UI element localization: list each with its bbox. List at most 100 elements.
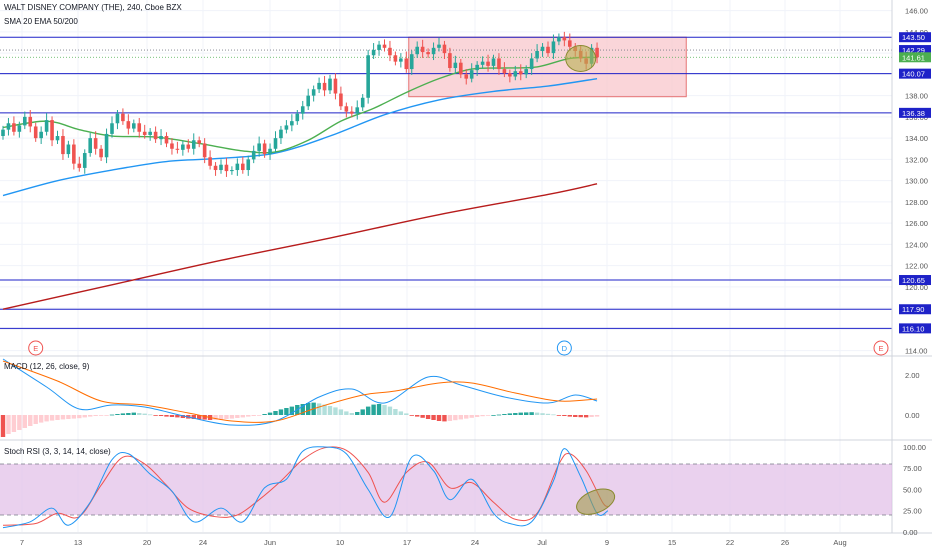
- candle-body: [39, 131, 43, 139]
- macd-histogram-bar: [518, 412, 523, 415]
- macd-histogram-bar: [98, 415, 104, 416]
- macd-histogram-bar: [529, 412, 534, 415]
- macd-histogram-bar: [17, 415, 22, 430]
- macd-histogram-bar: [453, 415, 458, 421]
- macd-signal-line: [2, 360, 598, 423]
- macd-histogram-bar: [589, 415, 594, 417]
- price-tag: [899, 32, 931, 43]
- candle-body: [164, 136, 169, 144]
- candle-body: [355, 107, 360, 114]
- x-tick-label: 15: [668, 538, 676, 547]
- macd-histogram-bar: [251, 415, 256, 416]
- candle-body: [246, 159, 251, 171]
- macd-histogram-bar: [578, 415, 583, 418]
- stoch-tick-label: 50.00: [903, 485, 922, 494]
- candle-body: [33, 126, 38, 139]
- macd-histogram-bar: [88, 415, 93, 417]
- candle-body: [1, 129, 5, 137]
- macd-histogram-bar: [213, 415, 218, 420]
- stoch-tick-label: 25.00: [903, 507, 922, 516]
- candle-body: [480, 61, 485, 65]
- candle-body: [459, 62, 463, 75]
- macd-histogram-bar: [300, 404, 305, 415]
- macd-histogram-bar: [164, 415, 169, 417]
- macd-histogram-bar: [278, 409, 284, 415]
- earnings-label: E: [878, 344, 883, 353]
- candle-body: [437, 44, 441, 48]
- candle-body: [535, 51, 539, 59]
- candle-body: [524, 69, 528, 75]
- candle-body: [366, 55, 370, 98]
- macd-histogram-bar: [169, 415, 175, 417]
- macd-histogram-bar: [137, 413, 142, 415]
- candle-body: [415, 46, 419, 55]
- macd-histogram-bar: [11, 415, 17, 432]
- x-tick-label: 7: [20, 538, 24, 547]
- candle-body: [170, 143, 174, 149]
- macd-histogram-bar: [44, 415, 49, 422]
- candle-body: [448, 53, 452, 69]
- macd-histogram-bar: [256, 415, 262, 416]
- candle-body: [12, 123, 16, 132]
- candle-body: [6, 123, 11, 130]
- candle-body: [306, 95, 310, 107]
- macd-histogram-bar: [573, 415, 578, 417]
- candle-body: [551, 41, 556, 54]
- candle-body: [420, 46, 425, 53]
- macd-histogram-bar: [28, 415, 33, 426]
- x-tick-label: Jun: [264, 538, 276, 547]
- candle-body: [219, 164, 223, 171]
- candle-body: [142, 131, 147, 135]
- macd-histogram-bar: [333, 407, 338, 415]
- macd-histogram-bar: [567, 415, 572, 417]
- candle-body: [393, 55, 398, 62]
- x-tick-label: 22: [726, 538, 734, 547]
- macd-histogram-bar: [404, 413, 409, 415]
- price-tag-label: 120.65: [902, 276, 925, 285]
- macd-histogram-bar: [425, 415, 431, 419]
- macd-histogram-bar: [273, 411, 278, 415]
- price-tick-label: 146.00: [905, 7, 928, 16]
- macd-histogram-bar: [344, 411, 349, 415]
- candle-body: [371, 49, 376, 56]
- candle-body: [126, 121, 131, 129]
- candle-body: [290, 121, 294, 126]
- candle-body: [251, 150, 256, 160]
- macd-histogram-bar: [55, 415, 60, 420]
- candle-body: [191, 140, 196, 149]
- candle-body: [486, 61, 490, 66]
- macd-histogram-bar: [109, 414, 115, 416]
- candle-body: [208, 157, 212, 166]
- price-tick-label: 122.00: [905, 262, 928, 271]
- macd-histogram-bar: [202, 415, 207, 420]
- candle-body: [469, 70, 474, 79]
- macd-histogram-bar: [246, 415, 251, 417]
- candle-body: [28, 116, 33, 127]
- x-tick-label: 17: [403, 538, 411, 547]
- dividend-label: D: [562, 344, 568, 353]
- candle-body: [213, 165, 218, 171]
- macd-histogram-bar: [60, 415, 66, 420]
- price-tick-label: 132.00: [905, 155, 928, 164]
- candle-body: [540, 46, 545, 52]
- candle-body: [66, 144, 71, 155]
- candle-body: [77, 163, 82, 168]
- candle-body: [295, 113, 300, 122]
- candle-body: [241, 163, 245, 171]
- price-tick-label: 114.00: [905, 347, 927, 356]
- price-tag-label: 140.07: [902, 70, 925, 79]
- macd-histogram-bar: [393, 409, 398, 415]
- candle-body: [50, 120, 54, 141]
- candle-body: [322, 82, 327, 91]
- macd-histogram-bar: [191, 415, 196, 419]
- macd-histogram-bar: [38, 415, 44, 423]
- candles: [1, 31, 599, 177]
- candle-body: [104, 133, 109, 158]
- macd-histogram-bar: [131, 412, 136, 415]
- macd-histogram-bar: [158, 415, 164, 416]
- candle-body: [388, 47, 392, 56]
- macd-histogram-bar: [66, 415, 71, 419]
- stoch-highlight-ellipse: [576, 488, 616, 515]
- candle-body: [99, 148, 103, 158]
